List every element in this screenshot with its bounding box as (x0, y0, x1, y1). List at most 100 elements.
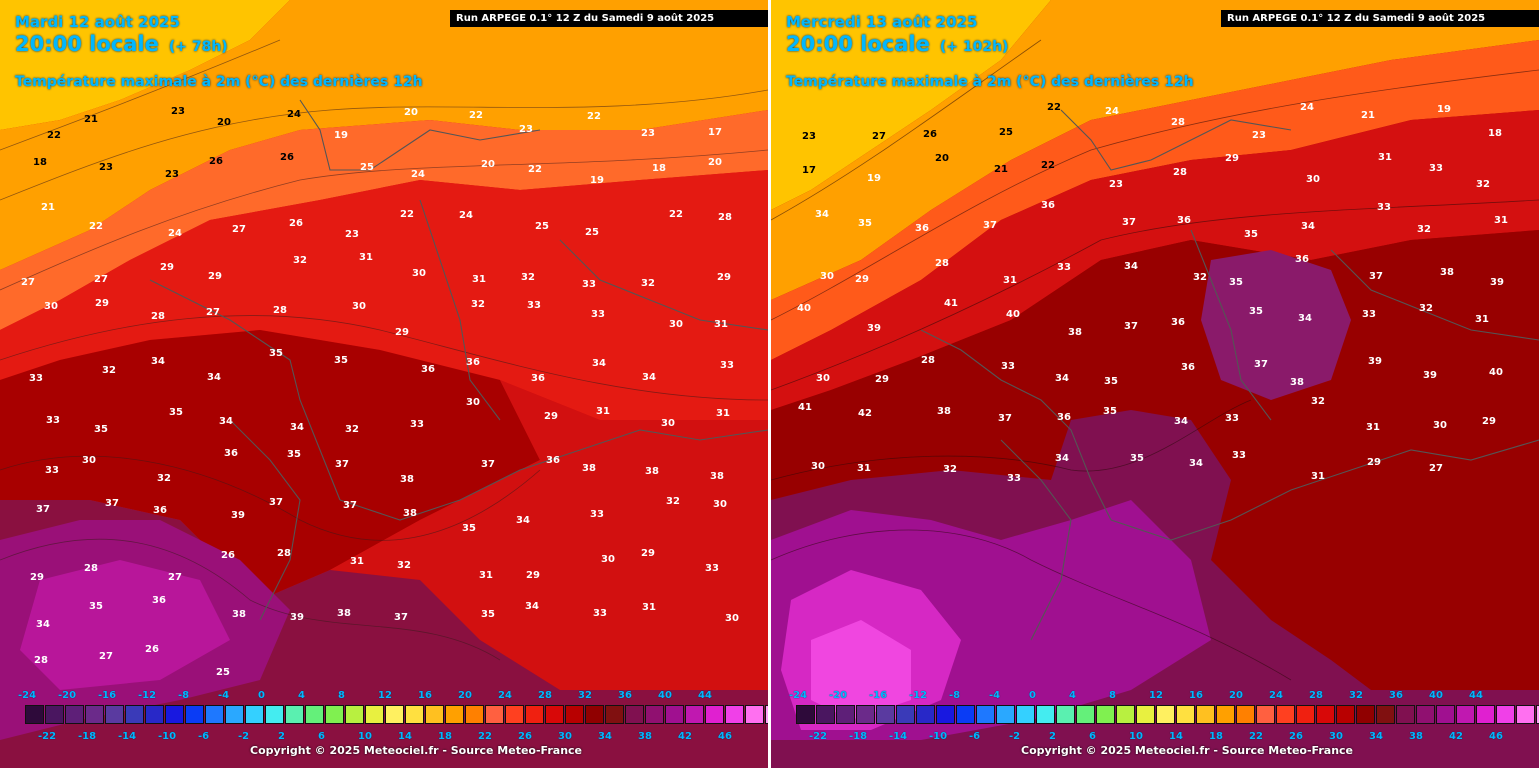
legend-tick-bottom: 42 (678, 731, 692, 742)
temperature-value: 32 (1419, 303, 1433, 314)
legend-tick-top: 16 (1189, 690, 1203, 701)
legend-swatch (105, 705, 124, 724)
temperature-value: 17 (802, 165, 816, 176)
temperature-value: 32 (1193, 272, 1207, 283)
lead-time: (+ 78h) (168, 39, 228, 55)
legend-tick-bottom: -2 (1009, 731, 1021, 742)
temperature-value: 29 (208, 271, 222, 282)
temperature-value: 36 (1171, 317, 1185, 328)
legend-swatch (225, 705, 244, 724)
temperature-value: 18 (652, 163, 666, 174)
legend-tick-top: -16 (869, 690, 888, 701)
legend-swatch (125, 705, 144, 724)
temperature-value: 34 (1189, 458, 1203, 469)
legend-swatch (836, 705, 855, 724)
legend-swatch (485, 705, 504, 724)
temperature-value: 36 (1041, 200, 1055, 211)
temperature-value: 38 (1290, 377, 1304, 388)
zone-orange (771, 0, 1539, 300)
temperature-value: 28 (277, 548, 291, 559)
legend-tick-bottom: 34 (598, 731, 612, 742)
temperature-value: 23 (171, 106, 185, 117)
legend-swatch (1036, 705, 1055, 724)
legend-swatch (936, 705, 955, 724)
legend-tick-top: -8 (949, 690, 961, 701)
borders (920, 109, 1539, 641)
temperature-value: 19 (867, 173, 881, 184)
temperature-value: 33 (29, 373, 43, 384)
temperature-value: 31 (716, 408, 730, 419)
legend-swatch (1516, 705, 1535, 724)
temperature-value: 25 (360, 162, 374, 173)
temperature-value: 36 (1057, 412, 1071, 423)
temperature-value: 38 (232, 609, 246, 620)
temperature-value: 38 (645, 466, 659, 477)
legend-swatch (365, 705, 384, 724)
legend-swatch (625, 705, 644, 724)
temperature-value: 39 (1423, 370, 1437, 381)
legend-swatch (385, 705, 404, 724)
temperature-value: 29 (1482, 416, 1496, 427)
temperature-value: 35 (94, 424, 108, 435)
temperature-value: 38 (1440, 267, 1454, 278)
legend-tick-top: -24 (789, 690, 808, 701)
temperature-value: 23 (99, 162, 113, 173)
legend-swatch (1216, 705, 1235, 724)
legend-swatch (1336, 705, 1355, 724)
contour-lines (771, 39, 1539, 681)
forecast-date: Mercredi 13 août 2025 (786, 13, 978, 31)
temperature-value: 26 (145, 644, 159, 655)
temperature-value: 30 (811, 461, 825, 472)
temperature-value: 32 (1417, 224, 1431, 235)
legend-tick-bottom: 10 (358, 731, 372, 742)
legend-swatch (1096, 705, 1115, 724)
temperature-value: 38 (1068, 327, 1082, 338)
temperature-value: 30 (669, 319, 683, 330)
temperature-value: 22 (528, 164, 542, 175)
legend-swatch (1356, 705, 1375, 724)
legend-tick-top: -12 (909, 690, 928, 701)
temperature-value: 31 (714, 319, 728, 330)
temperature-value: 22 (587, 111, 601, 122)
temperature-value: 22 (1041, 160, 1055, 171)
temperature-value: 24 (411, 169, 425, 180)
temperature-value: 24 (459, 210, 473, 221)
legend-tick-top: 44 (1469, 690, 1483, 701)
legend-tick-bottom: 30 (558, 731, 572, 742)
legend-swatch (445, 705, 464, 724)
legend-swatch (876, 705, 895, 724)
temperature-value: 27 (94, 274, 108, 285)
temperature-value: 25 (216, 667, 230, 678)
legend-swatch (165, 705, 184, 724)
temperature-value: 32 (1311, 396, 1325, 407)
temperature-value: 34 (1124, 261, 1138, 272)
temperature-value: 21 (84, 114, 98, 125)
temperature-value: 30 (820, 271, 834, 282)
temperature-value: 37 (1124, 321, 1138, 332)
legend-swatch (565, 705, 584, 724)
temperature-value: 41 (798, 402, 812, 413)
temperature-value: 19 (590, 175, 604, 186)
temperature-value: 37 (1122, 217, 1136, 228)
legend-tick-bottom: -14 (889, 731, 908, 742)
temperature-value: 29 (395, 327, 409, 338)
temperature-value: 28 (34, 655, 48, 666)
temperature-value: 41 (944, 298, 958, 309)
legend-swatch (1456, 705, 1475, 724)
legend-tick-bottom: -6 (198, 731, 210, 742)
legend-swatch (605, 705, 624, 724)
parameter-title: Température maximale à 2m (°C) des derni… (15, 74, 423, 90)
temperature-value: 29 (1225, 153, 1239, 164)
legend-tick-top: 44 (698, 690, 712, 701)
legend-swatch (265, 705, 284, 724)
legend-tick-top: 36 (618, 690, 632, 701)
lead-time: (+ 102h) (939, 39, 1009, 55)
legend-swatch (685, 705, 704, 724)
legend-tick-bottom: 34 (1369, 731, 1383, 742)
temperature-value: 25 (999, 127, 1013, 138)
temperature-value: 32 (157, 473, 171, 484)
legend-swatch (996, 705, 1015, 724)
legend-tick-bottom: -10 (158, 731, 177, 742)
temperature-value: 22 (47, 130, 61, 141)
